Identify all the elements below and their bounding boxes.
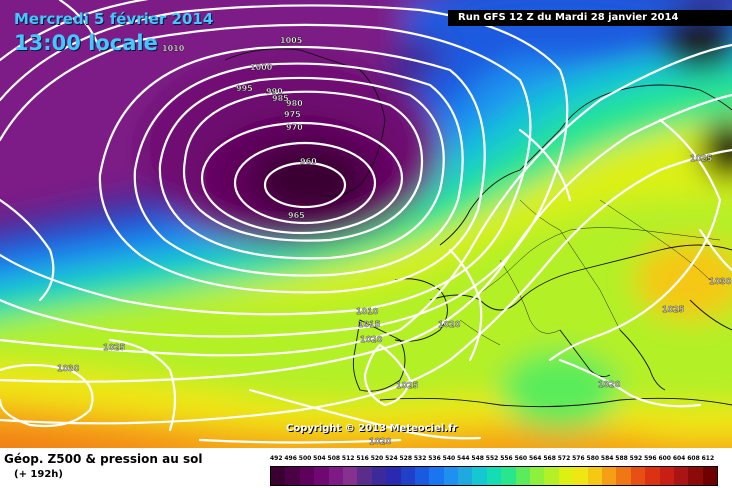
pressure-labels: 1010 1005 1000 995 990 985 980 975 970 9… bbox=[57, 36, 732, 446]
color-scale-swatch bbox=[414, 467, 430, 485]
pressure-label: 1025 bbox=[662, 305, 685, 314]
pressure-label: 995 bbox=[236, 84, 253, 93]
color-scale-value: 548 bbox=[471, 455, 484, 462]
color-scale-value: 576 bbox=[572, 455, 585, 462]
color-scale-bar bbox=[270, 466, 718, 486]
color-scale-value: 508 bbox=[327, 455, 341, 462]
color-scale-swatch bbox=[386, 467, 401, 485]
weather-map: 1010 1005 1000 995 990 985 980 975 970 9… bbox=[0, 0, 732, 448]
pressure-label: 1020 bbox=[369, 437, 392, 446]
pressure-label: 980 bbox=[286, 99, 303, 108]
color-scale-value: 516 bbox=[356, 455, 369, 462]
color-scale-swatch bbox=[429, 467, 444, 485]
color-scale-value: 608 bbox=[687, 455, 700, 462]
legend-title: Géop. Z500 & pression au sol bbox=[4, 452, 203, 466]
color-scale-value: 520 bbox=[370, 455, 384, 462]
color-scale-value: 580 bbox=[586, 455, 600, 462]
color-scale-value: 584 bbox=[600, 455, 614, 462]
color-scale-value: 528 bbox=[399, 455, 412, 462]
pressure-label: 1025 bbox=[103, 343, 126, 352]
color-scale-swatch bbox=[673, 467, 689, 485]
color-scale-swatch bbox=[271, 467, 286, 485]
color-scale-swatch bbox=[630, 467, 646, 485]
color-scale-value: 500 bbox=[298, 455, 312, 462]
color-scale-value: 532 bbox=[413, 455, 427, 462]
color-scale-swatch bbox=[573, 467, 588, 485]
color-scale-value: 568 bbox=[543, 455, 556, 462]
color-scale-swatch bbox=[688, 467, 703, 485]
pressure-label: 975 bbox=[284, 110, 301, 119]
pressure-label: 1030 bbox=[57, 364, 80, 373]
color-scale-swatch bbox=[458, 467, 473, 485]
color-scale-value: 564 bbox=[528, 455, 542, 462]
run-info-banner: Run GFS 12 Z du Mardi 28 janvier 2014 bbox=[448, 10, 732, 26]
color-scale-labels: 492 496 500 504 508 512 516 520 524 528 532 536 540 5… bbox=[268, 455, 728, 464]
pressure-label: 1025 bbox=[396, 381, 419, 390]
pressure-label: 985 bbox=[272, 94, 289, 103]
geopotential-field bbox=[0, 0, 732, 448]
color-scale-swatch bbox=[314, 467, 329, 485]
pressure-label: 1025 bbox=[690, 154, 713, 163]
color-scale-swatch bbox=[530, 467, 545, 485]
color-scale-value: 604 bbox=[672, 455, 686, 462]
color-scale-swatch bbox=[702, 467, 718, 485]
color-scale-value: 552 bbox=[485, 455, 499, 462]
pressure-label: 970 bbox=[286, 123, 303, 132]
pressure-label: 1020 bbox=[598, 380, 621, 389]
color-scale-value: 540 bbox=[442, 455, 456, 462]
color-scale-swatch bbox=[659, 467, 674, 485]
color-scale-value: 496 bbox=[284, 455, 297, 462]
pressure-label: 965 bbox=[288, 211, 305, 220]
color-scale-value: 492 bbox=[270, 455, 283, 462]
pressure-label: 1020 bbox=[438, 320, 461, 329]
color-scale-swatch bbox=[285, 467, 300, 485]
pressure-label: 1020 bbox=[360, 335, 383, 344]
color-scale-value: 612 bbox=[701, 455, 715, 462]
color-scale-swatch bbox=[472, 467, 487, 485]
color-scale-swatch bbox=[544, 467, 559, 485]
color-scale-value: 572 bbox=[557, 455, 571, 462]
pressure-label: 990 bbox=[266, 87, 283, 96]
color-scale-swatch bbox=[400, 467, 415, 485]
color-scale-swatch bbox=[501, 467, 516, 485]
color-scale-swatch bbox=[299, 467, 315, 485]
color-scale-swatch bbox=[486, 467, 502, 485]
color-scale-value: 512 bbox=[341, 455, 355, 462]
color-scale-swatch bbox=[342, 467, 358, 485]
color-scale-swatch bbox=[558, 467, 574, 485]
pressure-label: 1030 bbox=[709, 277, 732, 286]
color-scale-value: 556 bbox=[500, 455, 513, 462]
forecast-time: 13:00 locale bbox=[14, 31, 158, 55]
pressure-label: 960 bbox=[300, 157, 317, 166]
color-scale-value: 544 bbox=[457, 455, 470, 462]
pressure-label: 1010 bbox=[162, 44, 185, 53]
color-scale-swatch bbox=[443, 467, 459, 485]
color-scale-value: 588 bbox=[615, 455, 628, 462]
color-scale-swatch bbox=[515, 467, 531, 485]
country-borders bbox=[459, 199, 721, 346]
color-scale-swatch bbox=[371, 467, 387, 485]
color-scale-value: 592 bbox=[629, 455, 643, 462]
color-scale-value: 504 bbox=[313, 455, 326, 462]
color-scale-swatch bbox=[616, 467, 631, 485]
isobars bbox=[0, 0, 732, 443]
color-scale-value: 596 bbox=[644, 455, 657, 462]
legend-subtitle: (+ 192h) bbox=[14, 469, 63, 480]
copyright-notice: Copyright © 2013 Meteociel.fr bbox=[286, 423, 458, 434]
forecast-date: Mercredi 5 février 2014 bbox=[14, 10, 214, 28]
pressure-label: 1010 bbox=[356, 307, 379, 316]
color-scale-value: 600 bbox=[658, 455, 671, 462]
color-scale-swatch bbox=[357, 467, 372, 485]
pressure-label: 1005 bbox=[280, 36, 303, 45]
color-scale-value: 524 bbox=[385, 455, 398, 462]
color-scale-swatch bbox=[645, 467, 660, 485]
color-scale-swatch bbox=[328, 467, 343, 485]
color-scale-swatch bbox=[587, 467, 602, 485]
color-scale-value: 536 bbox=[428, 455, 441, 462]
color-scale-swatch bbox=[601, 467, 617, 485]
pressure-label: 1000 bbox=[250, 63, 273, 72]
pressure-label: 1015 bbox=[358, 320, 381, 329]
color-scale-value: 560 bbox=[514, 455, 528, 462]
